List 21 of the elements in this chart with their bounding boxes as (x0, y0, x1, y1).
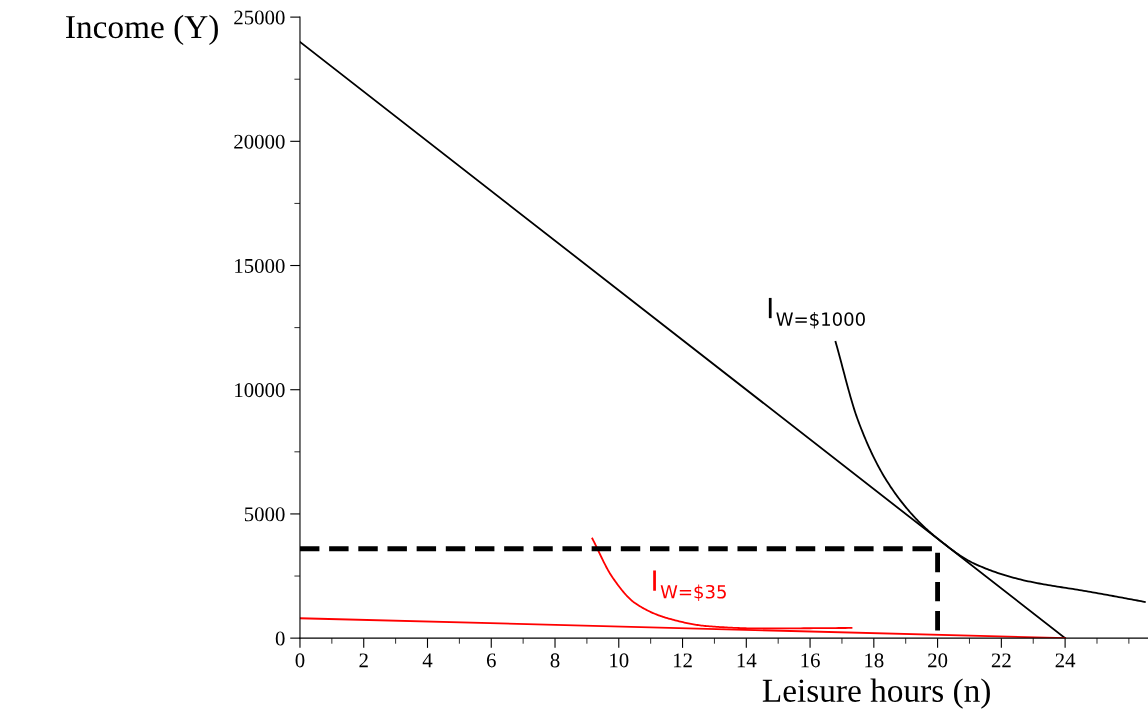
y-tick-label: 0 (275, 631, 285, 646)
x-tick-label: 10 (610, 653, 629, 668)
y-axis-title: Income (Y) (66, 14, 218, 46)
x-tick-label: 16 (801, 653, 820, 668)
x-tick-label: 18 (865, 653, 884, 668)
x-tick-label: 4 (422, 653, 433, 668)
x-tick-label: 20 (928, 653, 948, 668)
x-tick-label: 0 (295, 653, 305, 668)
x-axis-title: Leisure hours (n) (762, 678, 990, 709)
x-tick-label: 14 (737, 653, 757, 668)
x-tick-label: 22 (991, 653, 1011, 668)
x-tick-label: 2 (359, 653, 368, 668)
x-tick-label: 12 (673, 653, 692, 668)
x-tick-label: 8 (550, 653, 560, 668)
x-tick-label: 6 (486, 653, 496, 668)
y-tick-label: 20000 (234, 134, 285, 149)
y-tick-label: 10000 (235, 383, 285, 398)
y-tick-label: 15000 (235, 258, 285, 273)
y-tick-label: 25000 (234, 10, 285, 25)
x-tick-label: 24 (1055, 653, 1076, 668)
y-tick-label: 5000 (244, 507, 285, 522)
